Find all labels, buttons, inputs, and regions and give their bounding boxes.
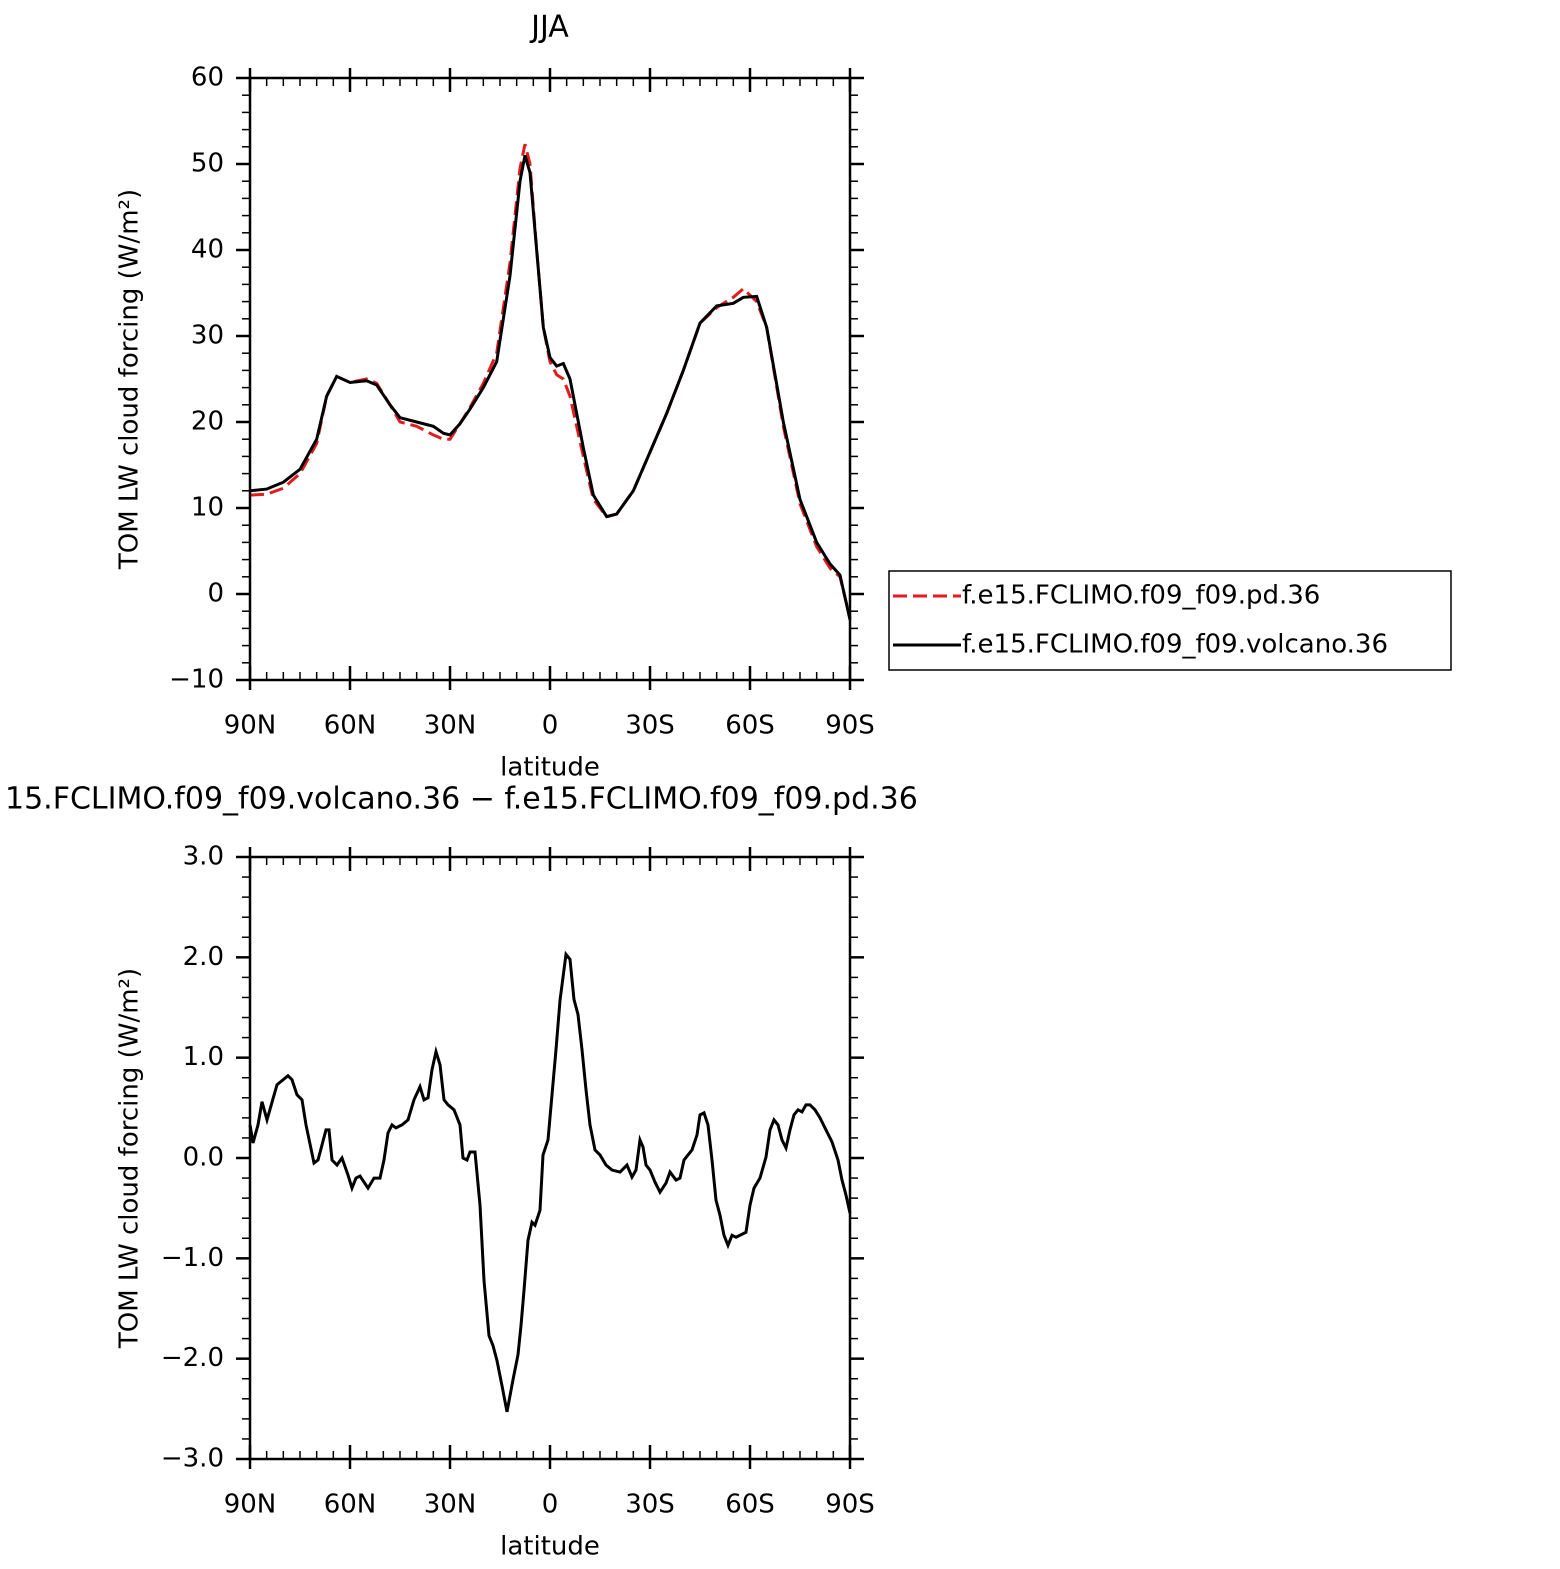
x-tick-label: 90S bbox=[825, 711, 875, 741]
y-axis-label: TOM LW cloud forcing (W/m²) bbox=[115, 189, 145, 570]
data-line bbox=[248, 950, 852, 1413]
legend-label: f.e15.FCLIMO.f09_f09.volcano.36 bbox=[962, 630, 1388, 660]
y-tick-label: 1.0 bbox=[183, 1042, 224, 1072]
y-tick-label: 60 bbox=[191, 63, 224, 93]
x-tick-label: 0 bbox=[542, 711, 559, 741]
y-tick-label: 3.0 bbox=[183, 842, 224, 872]
y-tick-label: 10 bbox=[191, 493, 224, 523]
y-tick-label: 0 bbox=[207, 579, 224, 609]
x-tick-label: 90S bbox=[825, 1490, 875, 1520]
x-tick-label: 30N bbox=[424, 711, 477, 741]
x-tick-label: 90N bbox=[224, 711, 277, 741]
chart-title: JJA bbox=[529, 10, 569, 45]
x-tick-label: 0 bbox=[542, 1490, 559, 1520]
x-tick-label: 60S bbox=[725, 1490, 775, 1520]
x-tick-label: 60N bbox=[324, 711, 377, 741]
x-axis-label: latitude bbox=[500, 753, 600, 783]
y-tick-label: 0.0 bbox=[183, 1143, 224, 1173]
y-axis-label: TOM LW cloud forcing (W/m²) bbox=[115, 968, 145, 1349]
y-tick-label: 50 bbox=[191, 149, 224, 179]
x-tick-label: 30S bbox=[625, 711, 675, 741]
plot-frame bbox=[248, 855, 852, 1461]
chart-title: 15.FCLIMO.f09_f09.volcano.36 − f.e15.FCL… bbox=[5, 782, 918, 817]
x-tick-label: 90N bbox=[224, 1490, 277, 1520]
y-tick-label: −1.0 bbox=[161, 1243, 224, 1273]
data-line bbox=[249, 154, 852, 621]
y-tick-label: −3.0 bbox=[161, 1444, 224, 1474]
x-axis-label: latitude bbox=[500, 1532, 600, 1562]
legend-box bbox=[888, 570, 1452, 671]
y-tick-label: 20 bbox=[191, 407, 224, 437]
y-tick-label: 30 bbox=[191, 321, 224, 351]
x-tick-label: 30S bbox=[625, 1490, 675, 1520]
data-line bbox=[249, 143, 852, 619]
y-tick-label: −2.0 bbox=[161, 1343, 224, 1373]
x-tick-label: 30N bbox=[424, 1490, 477, 1520]
y-tick-label: 40 bbox=[191, 235, 224, 265]
x-tick-label: 60N bbox=[324, 1490, 377, 1520]
y-tick-label: −10 bbox=[169, 665, 224, 695]
y-tick-label: 2.0 bbox=[183, 942, 224, 972]
legend-label: f.e15.FCLIMO.f09_f09.pd.36 bbox=[962, 581, 1320, 611]
x-tick-label: 60S bbox=[725, 711, 775, 741]
plot-frame bbox=[248, 76, 852, 682]
